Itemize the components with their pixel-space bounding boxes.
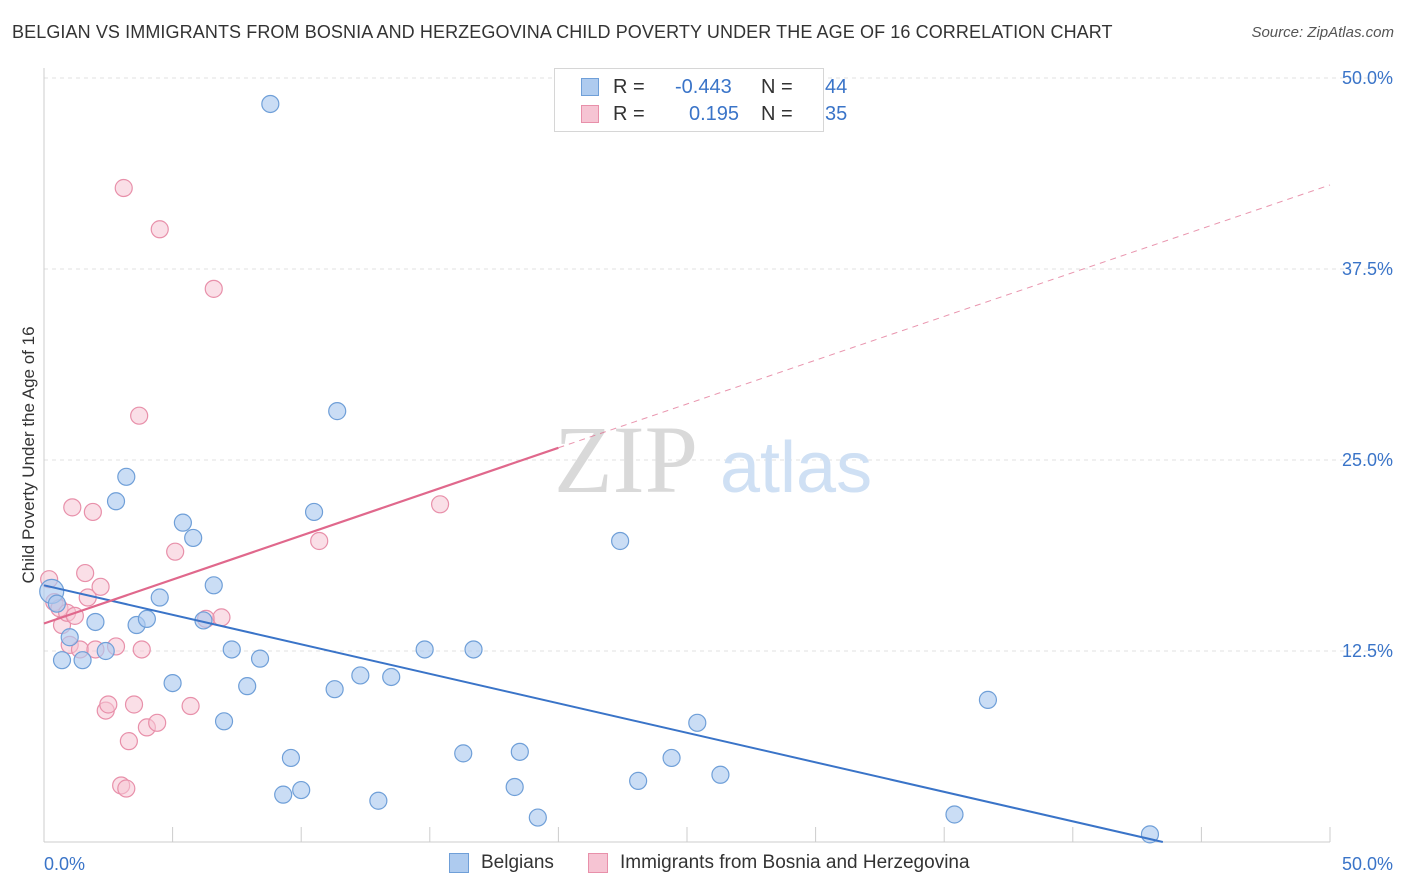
blue-point [222, 640, 241, 659]
blue-point [137, 609, 156, 629]
blue-point [505, 777, 524, 797]
y-tick-label: 37.5% [1342, 259, 1393, 279]
x-tick-label: 50.0% [1342, 854, 1393, 874]
pink-point [63, 498, 82, 517]
blue-point [52, 651, 72, 670]
blue-point [60, 628, 79, 647]
blue-point [73, 651, 92, 670]
blue-point [325, 680, 344, 699]
blue-point [150, 588, 169, 607]
blue-point [261, 94, 280, 114]
blue-point [117, 467, 136, 486]
pink-point [148, 713, 167, 732]
pink-trend-line [43, 446, 559, 625]
correlation-legend: R = -0.443 N = 44 R = 0.195 N = 35 [554, 68, 847, 132]
blue-point [464, 640, 483, 659]
pink-point [130, 406, 149, 425]
blue-point [945, 805, 964, 824]
bottom-legend-swatch-blue [449, 853, 469, 873]
blue-point [106, 492, 126, 511]
legend-r-label: R = [613, 76, 645, 98]
blue-series-points [39, 94, 1160, 844]
y-tick-label: 50.0% [1342, 68, 1393, 88]
blue-point [382, 667, 401, 687]
y-tick-label: 12.5% [1342, 641, 1393, 661]
pink-point [132, 640, 151, 659]
blue-point [328, 402, 347, 421]
pink-series-points [40, 178, 450, 798]
blue-point [711, 765, 730, 784]
legend-swatch-pink [581, 105, 599, 123]
blue-point [454, 744, 473, 763]
bottom-legend-label: Immigrants from Bosnia and Herzegovina [620, 852, 970, 873]
pink-point [212, 608, 231, 627]
blue-point [304, 502, 324, 522]
pink-point [99, 695, 118, 714]
blue-point [163, 673, 182, 693]
y-tick-label: 25.0% [1342, 450, 1393, 470]
pink-point [181, 696, 200, 716]
legend-n-value: 35 [825, 103, 848, 125]
pink-point [91, 577, 110, 596]
source-label: Source: ZipAtlas.com [1251, 24, 1394, 41]
blue-point [250, 649, 270, 668]
legend-r-value: -0.443 [675, 76, 732, 98]
blue-point [274, 785, 293, 804]
watermark-atlas: atlas [720, 428, 872, 508]
pink-trend-line-extension [558, 184, 1331, 449]
legend-r-label: R = [613, 103, 645, 125]
watermark: ZIP atlas [554, 406, 872, 513]
pink-point [166, 542, 185, 561]
legend-n-label: N = [761, 103, 793, 125]
blue-point [611, 531, 630, 551]
legend-r-value: 0.195 [689, 103, 740, 125]
pink-point [76, 563, 95, 583]
grid-lines [44, 77, 1392, 652]
watermark-zip: ZIP [554, 406, 698, 513]
blue-trend-line [43, 584, 1164, 843]
legend-n-value: 44 [825, 76, 848, 98]
pink-point [150, 220, 169, 239]
blue-point [292, 780, 311, 800]
pink-point [83, 502, 102, 522]
blue-point [510, 742, 529, 761]
pink-point [430, 495, 450, 514]
blue-point [173, 513, 192, 532]
blue-point [629, 771, 648, 790]
legend-swatch-blue [581, 78, 599, 96]
tick-labels: 12.5% 25.0% 37.5% 50.0% 0.0% 50.0% [44, 68, 1393, 874]
legend-n-label: N = [761, 76, 793, 98]
blue-point [351, 666, 370, 685]
pink-point [124, 695, 144, 714]
pink-point [310, 531, 329, 551]
blue-point [281, 748, 301, 768]
blue-point [662, 748, 681, 768]
axes [43, 68, 1331, 843]
y-axis-label: Child Poverty Under the Age of 16 [19, 326, 38, 583]
pink-point [204, 279, 223, 298]
blue-point [86, 612, 105, 632]
pink-point [114, 178, 133, 198]
trend-lines [43, 184, 1331, 843]
blue-point [184, 528, 203, 548]
blue-point [978, 690, 998, 709]
blue-point [369, 791, 388, 810]
chart-title: BELGIAN VS IMMIGRANTS FROM BOSNIA AND HE… [12, 22, 1113, 42]
blue-point [415, 640, 434, 659]
blue-point [47, 594, 66, 613]
pink-point [119, 732, 138, 751]
bottom-legend-swatch-pink [588, 853, 608, 873]
blue-point [214, 712, 234, 731]
blue-point [688, 713, 707, 732]
blue-point [238, 677, 257, 696]
pink-point [117, 779, 136, 798]
x-tick-label: 0.0% [44, 854, 85, 874]
blue-point [96, 641, 115, 661]
bottom-legend-label: Belgians [481, 852, 554, 873]
blue-point [204, 576, 223, 595]
blue-point [528, 808, 547, 827]
